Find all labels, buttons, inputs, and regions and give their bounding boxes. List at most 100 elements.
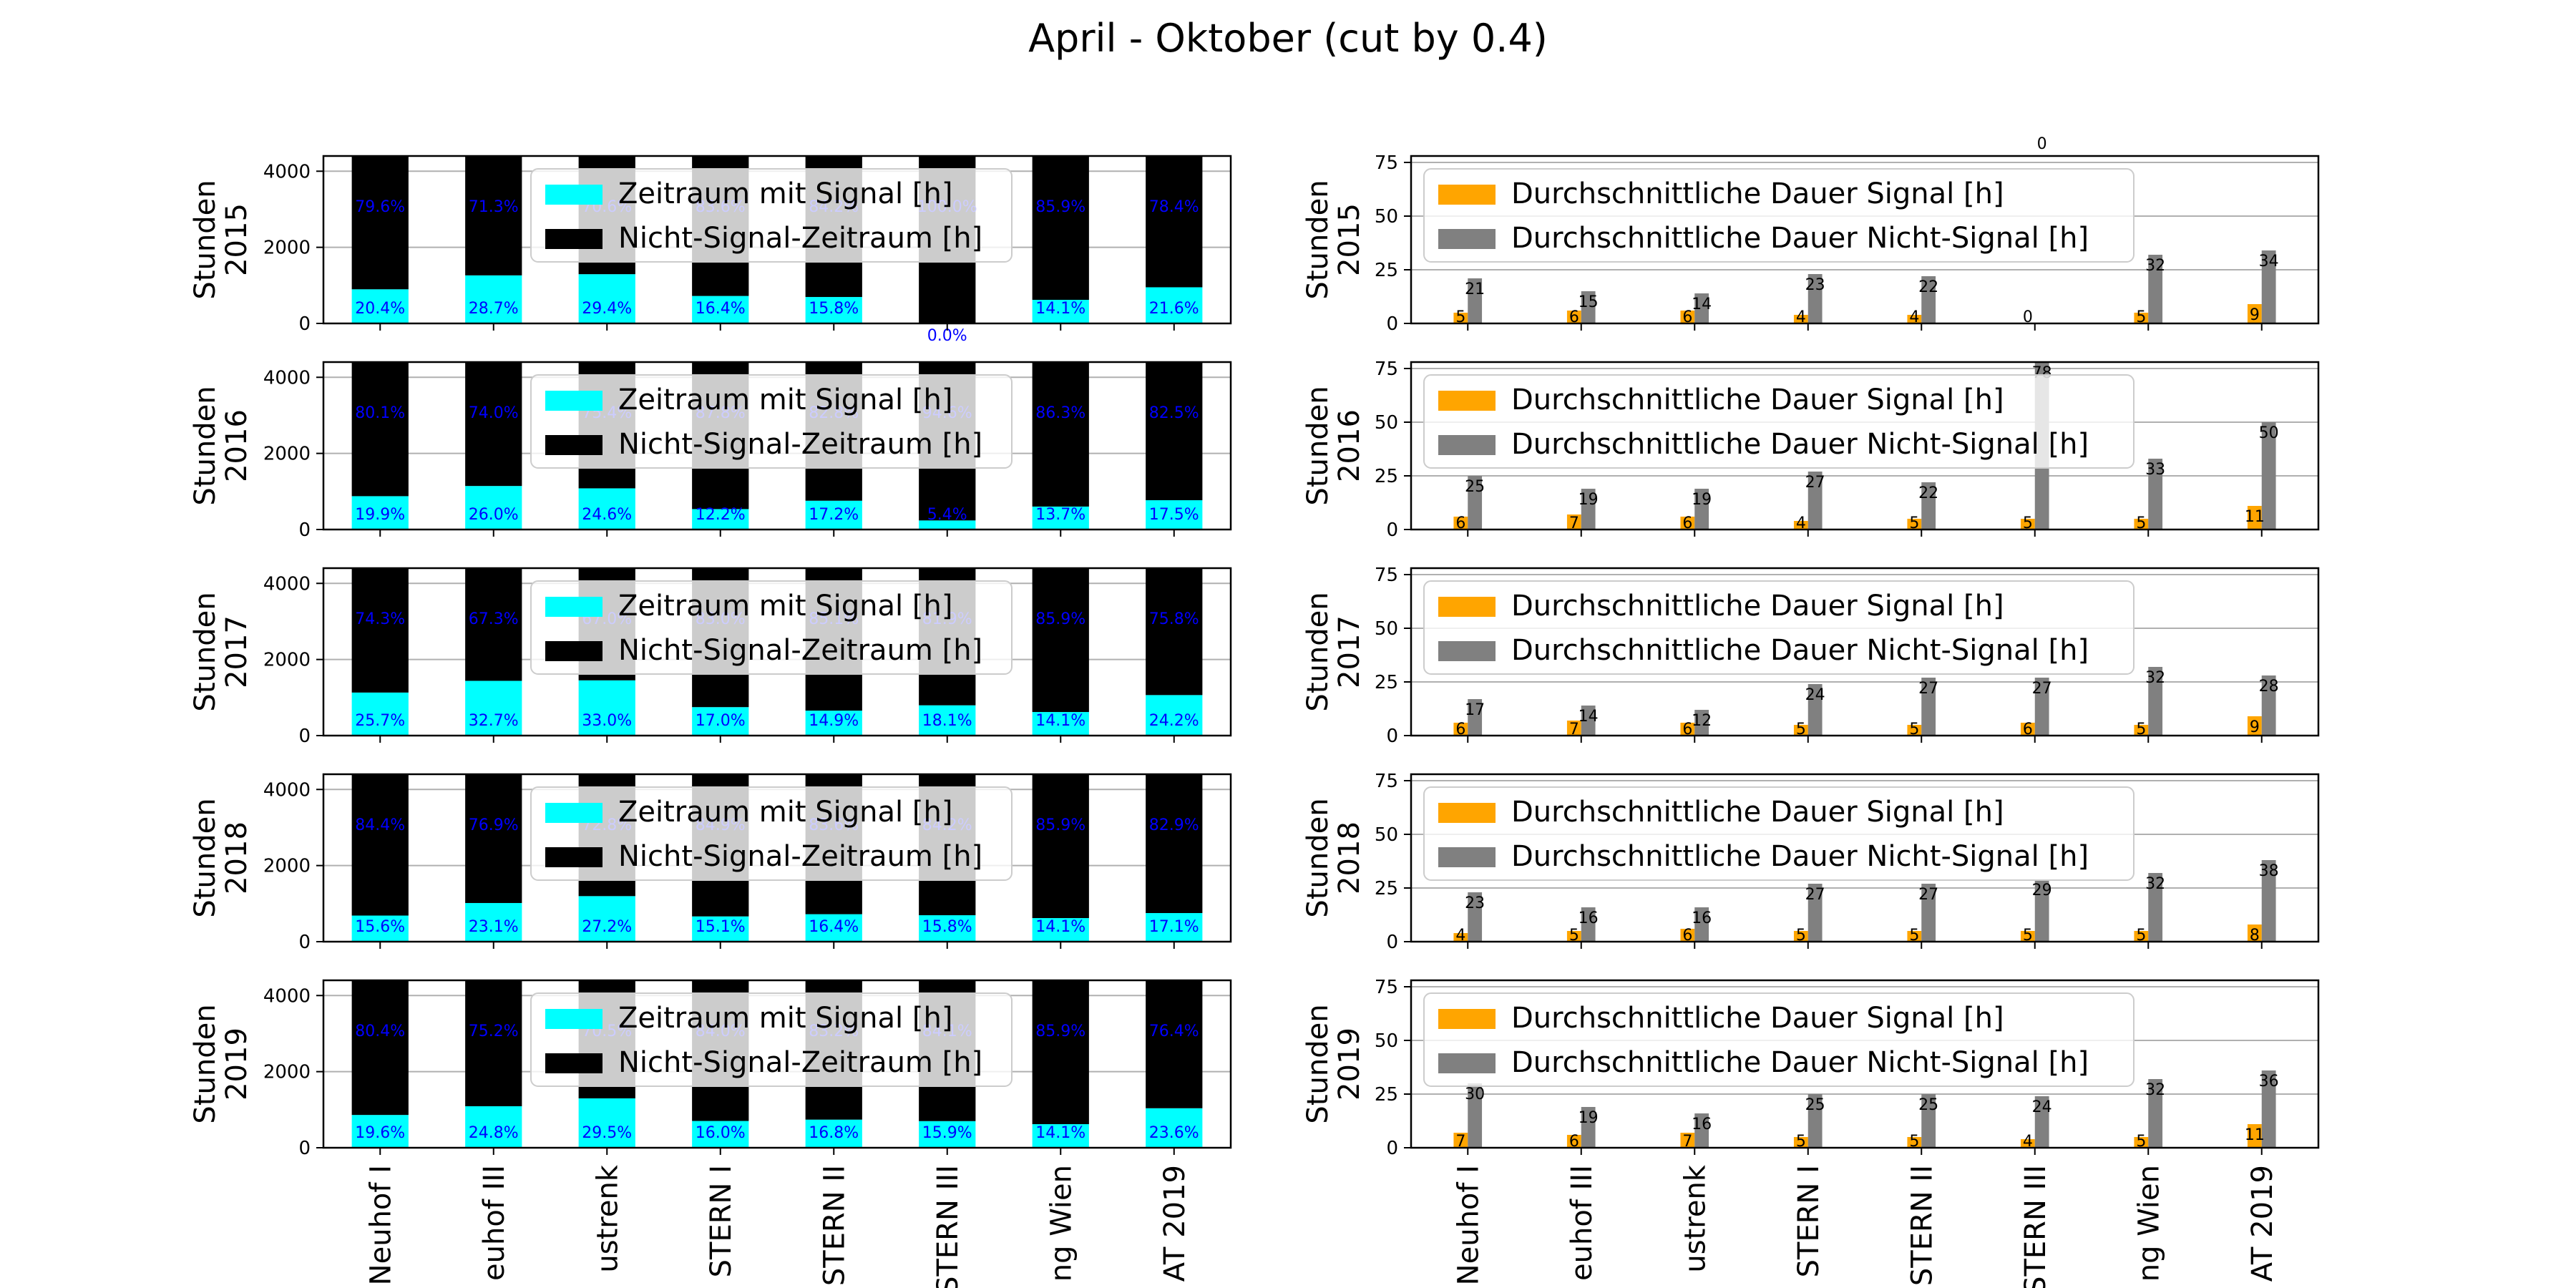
x-tick-label: STERN I [705, 1165, 738, 1277]
x-tick-label: STERN III [2019, 1165, 2052, 1288]
y-tick-label: 4000 [263, 367, 311, 389]
bar-signal [1032, 506, 1089, 530]
y-axis-label-line: Stunden [189, 386, 222, 505]
bar-signal [578, 274, 635, 323]
y-tick-label: 25 [1375, 1084, 1398, 1106]
legend-swatch [1438, 1053, 1496, 1073]
y-axis-label-line: 2019 [220, 1028, 253, 1101]
data-label-avg-signal: 4 [2023, 1133, 2033, 1151]
legend: Zeitraum mit Signal [h] Nicht-Signal-Zeit… [530, 992, 1013, 1087]
data-label-signal: 17.1% [1149, 918, 1199, 936]
legend-entry: Nicht-Signal-Zeitraum [h] [618, 634, 982, 667]
bar-avg-no-signal [1694, 907, 1709, 942]
y-axis-label: Stunden2019 [189, 1004, 253, 1123]
y-tick-label: 0 [298, 932, 311, 953]
data-label-avg-signal: 5 [1796, 721, 1806, 738]
axes-frame [322, 567, 1232, 737]
data-label-signal: 15.8% [809, 300, 859, 318]
bar-signal [692, 509, 749, 530]
y-tick-label: 75 [1375, 771, 1398, 792]
bar-avg-no-signal [1581, 706, 1596, 736]
legend-box [1423, 992, 2135, 1087]
bar-avg-no-signal [1694, 293, 1709, 323]
x-tick-label: ustrenk [1679, 1164, 1712, 1272]
data-label-avg-no-signal: 19 [1579, 491, 1599, 509]
y-axis-label: Stunden2018 [1302, 798, 1366, 917]
bar-signal [692, 296, 749, 323]
bar-avg-no-signal [1921, 1094, 1936, 1148]
bar-signal [351, 496, 409, 530]
legend-entry: Zeitraum mit Signal [h] [618, 1002, 952, 1035]
y-tick-label: 0 [298, 1138, 311, 1159]
data-label-avg-no-signal: 16 [1579, 909, 1599, 927]
bar-signal [351, 289, 409, 323]
bar-avg-no-signal [2261, 675, 2276, 736]
bar-avg-signal [2020, 519, 2035, 530]
bar-no-signal [1032, 568, 1089, 713]
y-tick-label: 25 [1375, 878, 1398, 899]
data-label-signal: 28.7% [469, 300, 519, 318]
data-label-avg-signal: 11 [2245, 1126, 2265, 1144]
x-tick-label: AT 2019 [2246, 1165, 2279, 1282]
bar-no-signal [351, 774, 409, 916]
subplot-2016-avg-duration: 0255075Stunden20166257196194275225785331… [1302, 358, 2320, 541]
bar-avg-no-signal [1581, 907, 1596, 942]
data-label-avg-no-signal: 27 [1918, 680, 1938, 698]
data-label-signal: 26.0% [469, 506, 519, 524]
data-label-avg-signal: 5 [2136, 927, 2146, 945]
bar-signal [919, 915, 976, 942]
bar-avg-signal [1793, 521, 1808, 530]
data-label-avg-no-signal: 14 [1579, 708, 1599, 726]
y-axis-label-line: Stunden [1302, 798, 1335, 917]
legend: Durchschnittliche Dauer Signal [h] Durchs… [1423, 786, 2135, 881]
data-label-avg-signal: 6 [1682, 721, 1692, 738]
y-tick-label: 75 [1375, 565, 1398, 586]
data-label-avg-no-signal: 17 [1465, 701, 1485, 719]
bar-avg-no-signal [1468, 476, 1483, 530]
legend: Zeitraum mit Signal [h] Nicht-Signal-Zeit… [530, 580, 1013, 675]
y-tick-label: 25 [1375, 672, 1398, 693]
data-label-avg-signal: 5 [1909, 514, 1919, 532]
y-tick-label: 2000 [263, 238, 311, 259]
bar-signal [919, 1121, 976, 1148]
bar-no-signal [465, 156, 522, 275]
y-axis-label-line: 2018 [1333, 821, 1366, 894]
legend-entry: Durchschnittliche Dauer Nicht-Signal [h] [1511, 428, 2089, 461]
bar-signal [692, 916, 749, 942]
legend-swatch [1438, 641, 1496, 661]
legend-box [530, 580, 1013, 675]
legend-entry: Durchschnittliche Dauer Signal [h] [1511, 384, 2004, 416]
data-label-signal: 29.4% [582, 300, 632, 318]
data-label-avg-no-signal: 22 [1918, 484, 1938, 502]
data-label-avg-signal: 5 [2136, 514, 2146, 532]
axes-frame [322, 979, 1232, 1149]
data-label-avg-no-signal: 34 [2259, 253, 2279, 270]
data-label-avg-signal: 11 [2245, 508, 2265, 526]
data-label-signal: 24.8% [469, 1124, 519, 1142]
x-tick-label: ng Wien [2132, 1165, 2165, 1282]
data-label-no-signal: 85.9% [1035, 198, 1085, 216]
data-label-no-signal: 82.9% [1149, 816, 1199, 834]
legend-box [1423, 580, 2135, 675]
x-tick-label: AT 2019 [1158, 1165, 1191, 1282]
data-label-avg-no-signal: 19 [1579, 1109, 1599, 1127]
bar-avg-signal [1907, 519, 1922, 530]
data-label-avg-no-signal: 30 [1465, 1085, 1485, 1103]
data-label-no-signal: 71.3% [469, 198, 519, 216]
bar-signal [1032, 300, 1089, 323]
x-tick-label: Neuhof I [364, 1165, 397, 1285]
data-label-signal: 23.6% [1149, 1124, 1199, 1142]
legend-entry: Durchschnittliche Dauer Nicht-Signal [h] [1511, 840, 2089, 873]
legend-entry: Nicht-Signal-Zeitraum [h] [618, 840, 982, 873]
bar-avg-no-signal [1807, 472, 1823, 530]
legend-box [1423, 168, 2135, 263]
data-label-signal: 21.6% [1149, 300, 1199, 318]
bar-signal [1032, 1124, 1089, 1148]
bar-no-signal [1032, 980, 1089, 1125]
data-label-avg-signal: 5 [1909, 927, 1919, 945]
subplot-2017-hours: 0 2000 4000 Stunden2017 25.7% 74.3% 32.7% 67.3%… [189, 567, 1232, 747]
data-label-signal: 14.1% [1035, 918, 1085, 936]
bar-avg-signal [1793, 931, 1808, 942]
data-label-avg-no-signal: 32 [2145, 875, 2165, 893]
